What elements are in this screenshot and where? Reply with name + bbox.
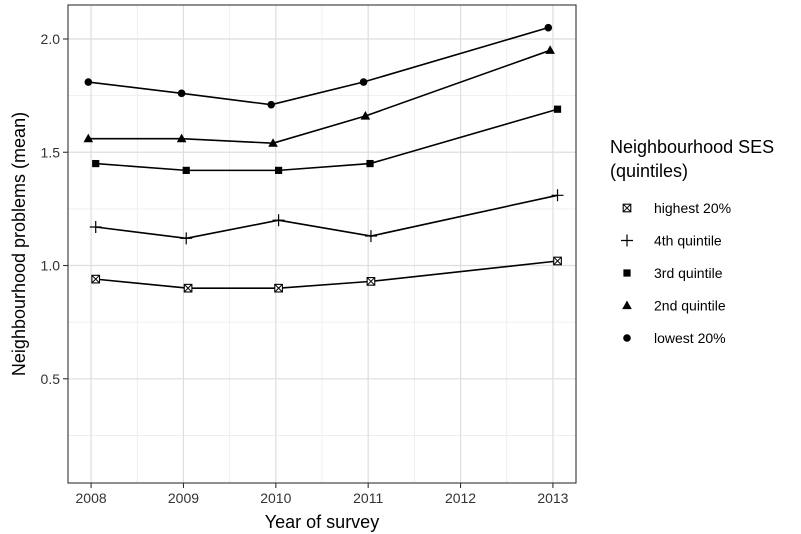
legend-item: highest 20% <box>622 200 731 216</box>
series-3rd-quintile <box>92 105 562 174</box>
legend-title-line-2: (quintiles) <box>610 161 688 181</box>
box-x-marker-cross <box>366 277 376 286</box>
plus-marker <box>89 221 102 234</box>
triangle-marker <box>176 133 187 143</box>
box-x-marker-cross <box>553 256 562 266</box>
y-tick-label: 1.0 <box>41 258 61 274</box>
square-marker <box>92 159 100 168</box>
legend-label: highest 20% <box>654 200 731 216</box>
legend-label: lowest 20% <box>654 330 726 346</box>
y-tick-label: 1.5 <box>41 144 61 160</box>
box-x-marker-cross <box>183 284 193 293</box>
triangle-marker <box>622 300 632 310</box>
x-axis: 2008 2009 2010 2011 2012 2013 <box>76 483 569 506</box>
minor-gridlines <box>68 5 576 483</box>
plus-marker <box>272 214 285 227</box>
circle-marker <box>544 23 553 32</box>
major-gridlines <box>68 5 576 483</box>
plus-marker <box>180 232 193 245</box>
series-lowest-20- <box>84 23 553 109</box>
triangle-marker <box>83 133 94 143</box>
circle-marker <box>267 100 276 109</box>
y-tick-label: 2.0 <box>41 31 61 47</box>
legend-items: highest 20% 4th quintile 3rd quintile 2nd q… <box>621 200 731 346</box>
legend-label: 4th quintile <box>654 233 722 249</box>
legend-label: 3rd quintile <box>654 265 723 281</box>
triangle-marker <box>268 138 278 147</box>
box-x-marker-cross <box>622 203 632 213</box>
legend-item: 2nd quintile <box>622 298 726 314</box>
series-4th-quintile <box>89 189 564 245</box>
square-marker <box>623 269 631 277</box>
y-axis: 0.5 1.0 1.5 2.0 <box>41 31 68 387</box>
series-highest-20- <box>91 256 562 293</box>
y-axis-title: Neighbourhood problems (mean) <box>9 112 29 376</box>
triangle-marker <box>545 45 555 54</box>
plus-marker <box>551 189 564 202</box>
x-axis-title: Year of survey <box>265 512 379 532</box>
box-x-marker-cross <box>274 284 283 293</box>
x-tick-label: 2013 <box>537 490 568 506</box>
square-marker <box>553 105 562 113</box>
plus-marker <box>364 230 377 243</box>
legend-item: 4th quintile <box>621 233 722 249</box>
triangle-marker <box>360 111 371 120</box>
y-tick-label: 0.5 <box>41 371 61 387</box>
x-tick-label: 2009 <box>168 490 199 506</box>
legend: Neighbourhood SES (quintiles) highest 20… <box>610 137 774 346</box>
circle-marker <box>623 334 631 342</box>
legend-label: 2nd quintile <box>654 298 726 314</box>
square-marker <box>274 166 283 174</box>
circle-marker <box>84 78 93 86</box>
series-layer <box>83 23 564 293</box>
square-marker <box>366 159 374 168</box>
legend-title-line-1: Neighbourhood SES <box>610 137 774 157</box>
x-tick-label: 2010 <box>260 490 291 506</box>
plot-panel-border <box>67 4 577 484</box>
circle-marker <box>359 78 368 86</box>
x-tick-label: 2012 <box>445 490 476 506</box>
x-tick-label: 2011 <box>353 490 383 506</box>
plus-marker <box>621 234 633 247</box>
series-2nd-quintile <box>83 45 555 147</box>
legend-item: 3rd quintile <box>623 265 723 281</box>
box-x-marker-cross <box>91 274 100 284</box>
x-tick-label: 2008 <box>76 490 107 506</box>
legend-item: lowest 20% <box>623 330 726 346</box>
square-marker <box>182 166 190 174</box>
circle-marker <box>177 89 186 98</box>
